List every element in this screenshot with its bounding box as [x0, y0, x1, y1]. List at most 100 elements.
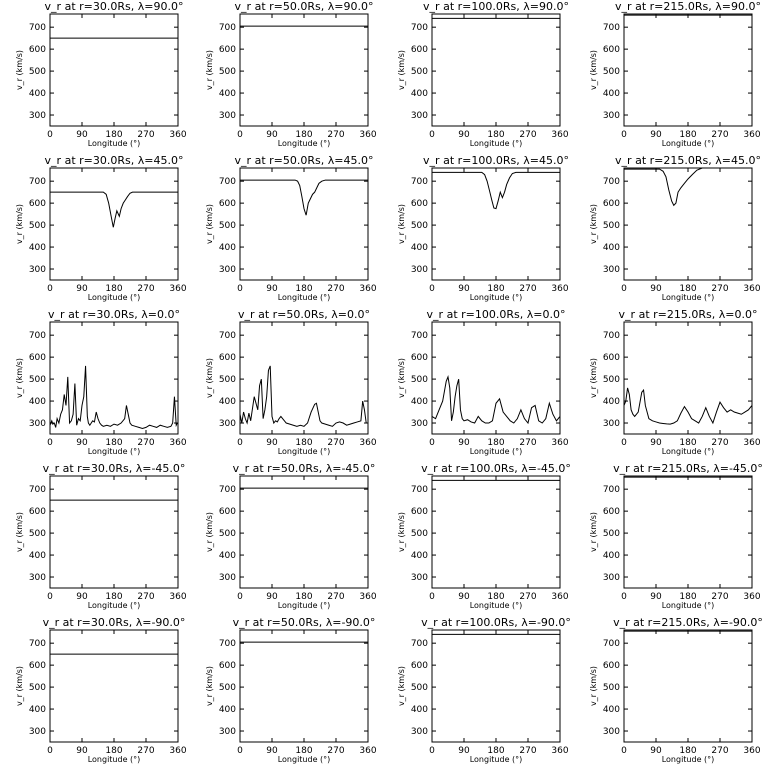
- x-tick-label: 180: [487, 438, 504, 448]
- series-line: [240, 179, 368, 216]
- x-axis-label: Longitude (°): [470, 293, 523, 302]
- x-tick-label: 180: [295, 592, 312, 602]
- y-tick-label: 700: [29, 485, 46, 495]
- y-tick-label: 700: [603, 639, 620, 649]
- x-tick-label: 0: [621, 746, 627, 756]
- chart-title: v_r at r=215.0Rs, λ=90.0°: [615, 0, 761, 13]
- x-tick-label: 90: [650, 746, 662, 756]
- x-tick-label: 90: [76, 592, 88, 602]
- x-tick-label: 180: [295, 284, 312, 294]
- y-tick-label: 700: [29, 331, 46, 341]
- x-tick-label: 270: [327, 130, 344, 140]
- x-tick-label: 360: [169, 592, 186, 602]
- y-tick-label: 300: [29, 419, 46, 429]
- chart-title: v_r at r=50.0Rs, λ=90.0°: [235, 0, 374, 13]
- y-tick-label: 600: [411, 661, 428, 671]
- y-tick-label: 700: [603, 485, 620, 495]
- x-axis-label: Longitude (°): [278, 139, 331, 148]
- chart-title: v_r at r=30.0Rs, λ=90.0°: [45, 0, 184, 13]
- x-tick-label: 270: [711, 746, 728, 756]
- y-tick-label: 500: [29, 221, 46, 231]
- x-tick-label: 180: [105, 746, 122, 756]
- y-tick-label: 400: [29, 243, 46, 253]
- x-tick-label: 0: [621, 438, 627, 448]
- x-axis-label: Longitude (°): [88, 293, 141, 302]
- y-tick-label: 300: [411, 265, 428, 275]
- x-tick-label: 270: [711, 592, 728, 602]
- plot-frame: [239, 475, 369, 589]
- y-tick-label: 300: [603, 727, 620, 737]
- y-tick-label: 400: [219, 705, 236, 715]
- series-line: [432, 171, 560, 210]
- y-tick-label: 400: [411, 89, 428, 99]
- y-tick-label: 300: [219, 265, 236, 275]
- chart-title: v_r at r=50.0Rs, λ=45.0°: [235, 154, 374, 167]
- chart-panel-12: v_r at r=30.0Rs, λ=-45.0° 0 90 180 270 360 300…: [15, 462, 187, 610]
- y-tick-label: 400: [411, 551, 428, 561]
- y-tick-label: 600: [29, 199, 46, 209]
- y-tick-label: 300: [29, 111, 46, 121]
- x-tick-label: 180: [295, 130, 312, 140]
- y-axis-label: v_r (km/s): [397, 204, 406, 244]
- y-tick-label: 300: [603, 111, 620, 121]
- x-tick-label: 270: [327, 746, 344, 756]
- x-axis-label: Longitude (°): [470, 139, 523, 148]
- x-tick-label: 360: [551, 130, 568, 140]
- y-tick-label: 600: [219, 45, 236, 55]
- x-tick-label: 360: [359, 284, 376, 294]
- y-tick-label: 600: [603, 45, 620, 55]
- y-tick-label: 300: [219, 727, 236, 737]
- chart-title: v_r at r=100.0Rs, λ=0.0°: [427, 308, 566, 321]
- y-tick-label: 600: [29, 353, 46, 363]
- y-tick-label: 600: [411, 353, 428, 363]
- y-tick-label: 700: [219, 23, 236, 33]
- y-tick-label: 300: [219, 419, 236, 429]
- chart-panel-15: v_r at r=215.0Rs, λ=-45.0° 0 90 180 270 360 30…: [589, 462, 763, 610]
- x-axis-label: Longitude (°): [662, 139, 715, 148]
- x-tick-label: 270: [137, 438, 154, 448]
- plot-frame: [623, 13, 753, 127]
- x-tick-label: 360: [743, 746, 760, 756]
- x-tick-label: 0: [237, 592, 243, 602]
- y-tick-label: 500: [411, 221, 428, 231]
- y-tick-label: 600: [29, 45, 46, 55]
- x-tick-label: 360: [169, 746, 186, 756]
- x-tick-label: 180: [679, 438, 696, 448]
- x-tick-label: 90: [76, 284, 88, 294]
- x-tick-label: 270: [519, 130, 536, 140]
- chart-panel-5: v_r at r=50.0Rs, λ=45.0° 0 90 180 270 360 300 4…: [205, 154, 377, 302]
- chart-panel-6: v_r at r=100.0Rs, λ=45.0° 0 90 180 270 360 300…: [397, 154, 569, 302]
- x-tick-label: 270: [711, 130, 728, 140]
- y-axis-label: v_r (km/s): [205, 512, 214, 552]
- y-tick-label: 300: [29, 573, 46, 583]
- x-tick-label: 180: [105, 130, 122, 140]
- x-axis-label: Longitude (°): [88, 601, 141, 610]
- x-tick-label: 270: [327, 284, 344, 294]
- x-axis-label: Longitude (°): [278, 447, 331, 456]
- chart-panel-8: v_r at r=30.0Rs, λ=0.0° 0 90 180 270 360 300 40…: [15, 308, 187, 456]
- y-tick-label: 400: [411, 243, 428, 253]
- x-axis-label: Longitude (°): [662, 601, 715, 610]
- y-tick-label: 400: [219, 243, 236, 253]
- plot-frame: [623, 167, 753, 281]
- chart-title: v_r at r=50.0Rs, λ=-45.0°: [233, 462, 376, 475]
- x-tick-label: 90: [650, 284, 662, 294]
- y-tick-label: 600: [29, 507, 46, 517]
- x-tick-label: 360: [551, 438, 568, 448]
- x-tick-label: 90: [458, 592, 470, 602]
- x-tick-label: 90: [266, 284, 278, 294]
- x-tick-label: 360: [551, 284, 568, 294]
- x-tick-label: 0: [429, 746, 435, 756]
- y-tick-label: 700: [219, 639, 236, 649]
- x-tick-label: 360: [743, 438, 760, 448]
- y-tick-label: 500: [603, 529, 620, 539]
- x-tick-label: 270: [519, 284, 536, 294]
- y-tick-label: 700: [29, 639, 46, 649]
- x-tick-label: 180: [487, 130, 504, 140]
- y-tick-label: 300: [219, 111, 236, 121]
- chart-title: v_r at r=50.0Rs, λ=0.0°: [238, 308, 370, 321]
- x-tick-label: 360: [551, 592, 568, 602]
- x-tick-label: 0: [429, 438, 435, 448]
- x-tick-label: 270: [137, 130, 154, 140]
- y-tick-label: 400: [411, 397, 428, 407]
